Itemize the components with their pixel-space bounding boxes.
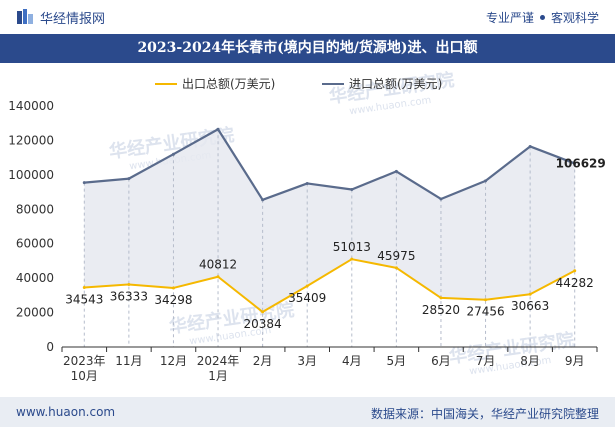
import-line-point [484,179,488,183]
import-line-point [394,169,398,173]
export-data-label: 40812 [199,258,237,272]
export-line-point [394,266,398,270]
brand[interactable]: 华经情报网 [16,8,106,27]
chart-area: 华经产业研究院www.huaon.com华经产业研究院www.huaon.com… [8,69,606,383]
export-data-label: 36333 [110,289,148,303]
slogan: 专业严谨 客观科学 [486,9,599,26]
area-fill [84,129,575,312]
import-line-point [261,198,265,202]
import-line-point [82,181,86,185]
x-tick-label: 2024年 1月 [197,354,240,383]
export-data-label: 27456 [466,305,504,319]
y-tick-label: 140000 [8,99,54,113]
import-line-point [127,177,131,181]
y-tick-label: 40000 [16,271,54,285]
x-tick-label: 8月 [520,354,540,368]
import-line-point [350,187,354,191]
x-tick-label: 6月 [431,354,451,368]
y-tick-label: 100000 [8,168,54,182]
x-tick-label: 11月 [115,354,142,368]
import-line-point [439,197,443,201]
export-data-label: 44282 [556,276,594,290]
x-tick-label: 2月 [253,354,273,368]
legend-label-1: 进口总额(万美元) [349,77,442,91]
footer: www.huaon.com 数据来源：中国海关，华经产业研究院整理 [0,397,615,427]
export-data-label: 35409 [288,291,326,305]
export-line-point [82,286,86,290]
y-tick-label: 0 [46,340,54,354]
import-line-point [305,181,309,185]
import-line-point [171,152,175,156]
export-data-label: 28520 [422,303,460,317]
x-tick-label: 4月 [342,354,362,368]
x-tick-label: 3月 [297,354,317,368]
x-tick-label: 2023年 10月 [63,354,106,383]
x-tick-label: 7月 [476,354,496,368]
export-line [84,258,576,313]
import-line-point [573,161,577,165]
export-line-point [350,257,354,261]
import-data-label: 106629 [556,156,606,170]
import-line-point [528,144,532,148]
slogan-right: 客观科学 [550,11,599,25]
huajing-logo-icon [17,9,33,24]
export-data-label: 20384 [244,317,282,331]
top-bar: 华经情报网 专业严谨 客观科学 [0,0,615,34]
import-line [84,128,576,201]
export-line-point [484,298,488,302]
legend-label-0: 出口总额(万美元) [182,77,275,91]
y-tick-label: 80000 [16,202,54,216]
export-line-point [216,275,220,279]
footer-source: 数据来源：中国海关，华经产业研究院整理 [370,407,599,421]
x-tick-label: 5月 [387,354,407,368]
separator-dot-icon [539,15,545,20]
chart-title: 2023-2024年长春市(境内目的地/货源地)进、出口额 [0,34,615,63]
export-line-point [439,296,443,300]
export-data-label: 34543 [65,293,103,307]
x-tick-label: 9月 [565,354,585,368]
export-data-label: 51013 [333,240,371,254]
export-line-point [127,282,131,286]
export-data-label: 34298 [154,293,192,307]
y-tick-label: 60000 [16,237,54,251]
import-line-point [216,127,220,131]
slogan-left: 专业严谨 [485,11,534,25]
y-tick-label: 20000 [16,306,54,320]
export-data-label: 45975 [377,249,415,263]
export-data-label: 30663 [511,299,549,313]
y-tick-label: 120000 [8,133,54,147]
export-line-point [305,284,309,288]
export-line-point [573,269,577,273]
x-tick-label: 12月 [160,354,187,368]
export-line-point [171,286,175,290]
footer-website[interactable]: www.huaon.com [16,405,116,419]
export-line-point [528,292,532,296]
export-line-point [261,310,265,314]
legend: 出口总额(万美元) 进口总额(万美元) [155,77,442,91]
brand-name: 华经情报网 [40,11,106,27]
